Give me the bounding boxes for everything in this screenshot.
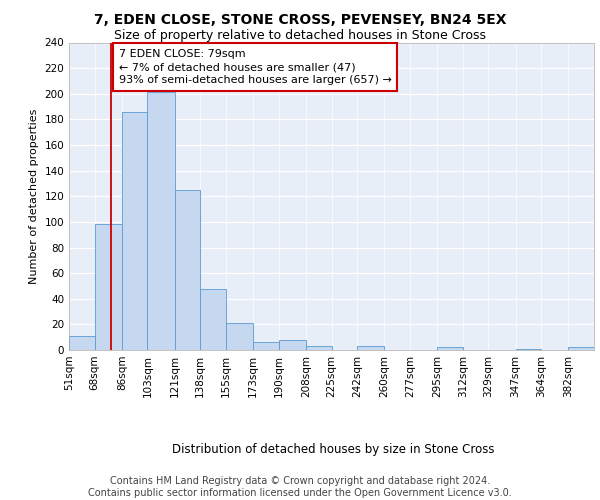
Bar [95,224,122,350]
Bar [122,112,148,350]
Bar [568,348,594,350]
Bar [253,342,278,350]
Text: Contains HM Land Registry data © Crown copyright and database right 2024.
Contai: Contains HM Land Registry data © Crown c… [88,476,512,498]
Bar [306,346,331,350]
Text: 7, EDEN CLOSE, STONE CROSS, PEVENSEY, BN24 5EX: 7, EDEN CLOSE, STONE CROSS, PEVENSEY, BN… [94,12,506,26]
Bar [175,190,200,350]
Bar [357,346,385,350]
Bar [515,348,541,350]
Text: Distribution of detached houses by size in Stone Cross: Distribution of detached houses by size … [172,442,494,456]
Text: Size of property relative to detached houses in Stone Cross: Size of property relative to detached ho… [114,29,486,42]
Bar [69,336,95,350]
Bar [226,323,253,350]
Text: 7 EDEN CLOSE: 79sqm
← 7% of detached houses are smaller (47)
93% of semi-detache: 7 EDEN CLOSE: 79sqm ← 7% of detached hou… [119,49,392,86]
Bar [200,288,226,350]
Y-axis label: Number of detached properties: Number of detached properties [29,108,39,284]
Bar [437,348,463,350]
Bar [278,340,306,350]
Bar [148,92,175,350]
